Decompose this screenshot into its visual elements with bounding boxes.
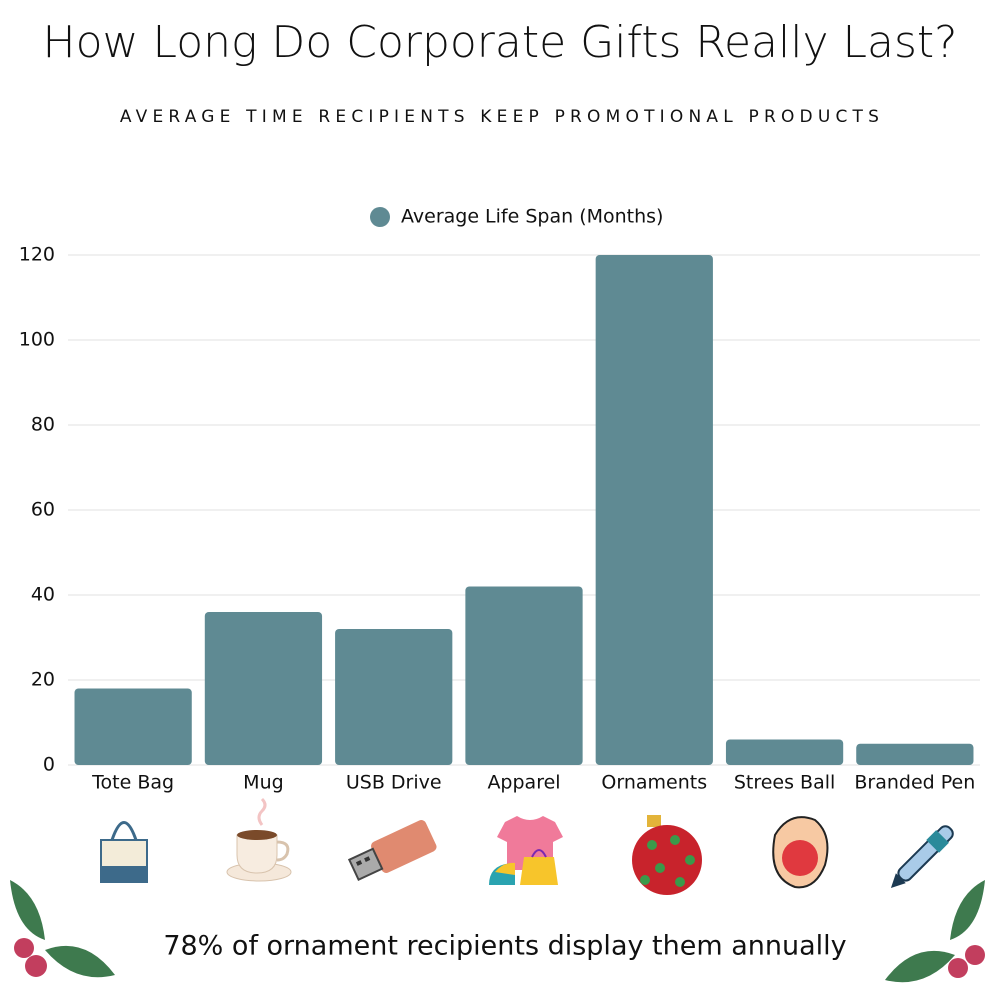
mug-icon <box>226 797 292 882</box>
x-tick-label: Apparel <box>487 772 560 794</box>
x-tick-label: Strees Ball <box>734 772 835 794</box>
tote-bag-icon <box>100 821 148 883</box>
bar <box>725 739 844 765</box>
chart-subtitle: AVERAGE TIME RECIPIENTS KEEP PROMOTIONAL… <box>120 107 884 127</box>
y-tick-label: 60 <box>31 499 55 521</box>
y-tick-label: 40 <box>31 584 55 606</box>
usb-drive-icon <box>347 820 437 882</box>
x-tick-label: Tote Bag <box>91 772 174 794</box>
annotation: 78% of ornament recipients display them … <box>163 931 846 962</box>
bar <box>856 743 974 765</box>
chart-title: How Long Do Corporate Gifts Really Last? <box>43 17 958 68</box>
holly-left <box>10 880 115 978</box>
bar <box>595 255 713 765</box>
y-tick-label: 100 <box>19 329 55 351</box>
y-tick-label: 120 <box>19 244 55 266</box>
bar <box>335 629 453 765</box>
bar <box>465 586 583 765</box>
x-tick-label: Mug <box>243 772 284 794</box>
stress-ball-icon <box>772 816 829 889</box>
branded-pen-icon <box>890 825 954 889</box>
bar <box>204 612 323 765</box>
y-tick-label: 20 <box>31 669 55 691</box>
bar <box>74 688 192 765</box>
y-tick-label: 80 <box>31 414 55 436</box>
holly-right <box>885 880 985 983</box>
ornaments-icon <box>632 815 702 895</box>
apparel-icon <box>489 816 563 885</box>
x-tick-label: USB Drive <box>346 772 442 794</box>
legend-swatch <box>370 207 390 227</box>
legend-label: Average Life Span (Months) <box>401 206 663 228</box>
x-tick-label: Ornaments <box>601 772 707 794</box>
y-tick-label: 0 <box>43 754 55 776</box>
x-tick-label: Branded Pen <box>854 772 975 794</box>
